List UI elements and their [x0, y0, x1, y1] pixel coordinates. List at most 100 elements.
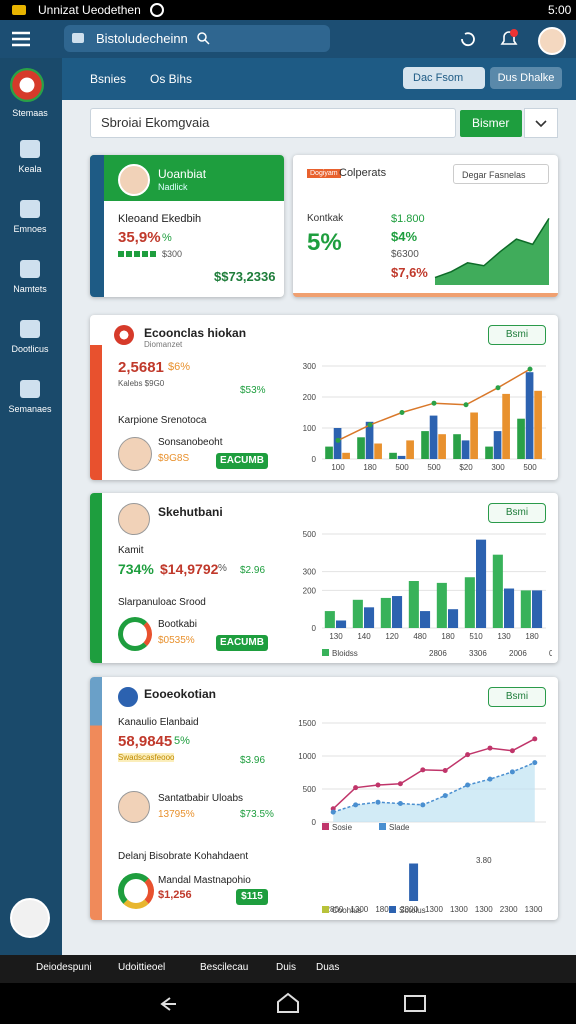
point: [420, 767, 426, 773]
status-app: Unnizat Ueodethen: [38, 3, 141, 17]
bar: [429, 415, 438, 459]
donut-title: Mandal Mastnapohio: [158, 875, 251, 886]
label: Kontkak: [307, 213, 344, 224]
line-chart: 0 500 1000 1500 Sosie Slade: [298, 719, 546, 832]
avatar: [118, 437, 152, 471]
point: [397, 801, 403, 807]
taskbar-item[interactable]: Deiodespuni: [36, 962, 92, 973]
sidebar-item[interactable]: Stemaas: [12, 108, 48, 118]
user-avatar[interactable]: [538, 27, 566, 55]
bar: [365, 421, 374, 459]
x-tick-label: 500: [523, 463, 537, 472]
button[interactable]: Bsmi: [488, 503, 546, 523]
bar: [438, 434, 446, 459]
bar: [397, 455, 406, 459]
point: [397, 781, 403, 787]
y-tick-label: 0: [312, 818, 317, 827]
profile-avatar[interactable]: [10, 898, 50, 938]
x-tick-label: 500: [395, 463, 409, 472]
avatar: [118, 164, 150, 196]
bar: [517, 418, 525, 459]
stat: $7,6%: [391, 265, 428, 280]
card-title: Skehutbani: [158, 505, 223, 519]
search-input[interactable]: Sbroiai Ekomgvaia: [90, 108, 456, 138]
point: [487, 776, 493, 782]
label: Kleoand Ekedbih: [118, 213, 202, 225]
dropdown[interactable]: Degar Fasnelas: [453, 164, 549, 184]
button[interactable]: Bsmi: [488, 325, 546, 345]
taskbar-item[interactable]: Udoittieoel: [118, 962, 166, 973]
sidebar-item[interactable]: Dootlicus: [11, 344, 49, 354]
line: [332, 738, 536, 810]
nav-icons[interactable]: [140, 990, 440, 1018]
sidebar-logo: [10, 68, 44, 102]
taskbar-item[interactable]: Duas: [316, 962, 340, 973]
point: [487, 745, 493, 751]
note: Swadscasfeooo: [118, 753, 175, 762]
note: $300: [162, 249, 183, 259]
dropdown[interactable]: [524, 108, 558, 138]
avatar: [118, 503, 150, 535]
card: Eooeokotian Bsmi Kanaulio Elanbaid 58,98…: [90, 677, 558, 920]
sidebar-item[interactable]: Semanaes: [8, 404, 52, 414]
sidebar-item[interactable]: Namtets: [13, 284, 47, 294]
x-tick-label: 130: [497, 632, 511, 641]
action-button[interactable]: EACUMB: [216, 453, 268, 469]
action-button[interactable]: EACUMB: [216, 635, 268, 651]
badge: Dogiyam: [307, 169, 341, 178]
bar: [342, 452, 350, 459]
bar: [476, 539, 487, 628]
point: [375, 782, 381, 788]
taskbar: [0, 955, 576, 983]
search-icon[interactable]: [196, 31, 210, 45]
taskbar-item[interactable]: Bescilecau: [200, 962, 249, 973]
avatar: [118, 791, 150, 823]
menu-icon[interactable]: [10, 30, 32, 48]
notification-icon[interactable]: [498, 28, 520, 50]
sidebar-item[interactable]: Emnoes: [13, 224, 47, 234]
legend-label: Bloidss: [332, 649, 358, 658]
x-tick-label: 2800: [326, 905, 344, 914]
x-tick-label: 130: [329, 632, 343, 641]
label: Kamit: [118, 545, 144, 556]
button[interactable]: Dus Dhalke: [490, 67, 562, 89]
search-text: Bistoludecheinn: [96, 31, 188, 46]
legend-label: Sosie: [332, 823, 353, 832]
bar: [420, 611, 431, 628]
card-title: Ecoonclas hiokan: [144, 326, 247, 340]
refresh-icon[interactable]: [458, 30, 478, 48]
button[interactable]: Dac Fsom: [403, 67, 485, 89]
button[interactable]: Bsmi: [488, 687, 546, 707]
x-tick-label: $20: [459, 463, 473, 472]
chip[interactable]: $115: [236, 889, 268, 905]
change: $6%: [168, 361, 191, 373]
point: [367, 422, 373, 428]
metric: $2.96: [240, 565, 266, 576]
sidebar-icon: [20, 320, 40, 338]
y-tick-label: 200: [303, 586, 317, 595]
bar: [380, 597, 391, 628]
tab[interactable]: Os Bihs: [150, 72, 193, 86]
search-tag: [72, 33, 84, 43]
bar: [534, 390, 542, 459]
value: 58,9845: [118, 733, 173, 750]
stat: $1.800: [391, 213, 425, 225]
small: Kalebs $9G0: [118, 379, 165, 388]
search-button[interactable]: Bismer: [460, 110, 522, 137]
bar: [333, 428, 342, 459]
bar: [504, 588, 515, 628]
sidebar-item[interactable]: Keala: [18, 164, 42, 174]
search-bar[interactable]: [64, 25, 330, 52]
point: [335, 437, 341, 443]
bar-chart: 2800 1300 1800 2800 1300 1300 1300 2300 1300Cooh…: [322, 856, 543, 915]
change: 5%: [174, 735, 190, 747]
bar: [448, 609, 459, 628]
donut: [118, 617, 152, 651]
bar: [436, 582, 447, 628]
taskbar-item[interactable]: Duis: [276, 962, 297, 973]
amount: $9G8S: [158, 453, 190, 464]
donut: [118, 873, 154, 909]
tab[interactable]: Bsnies: [90, 72, 127, 86]
area-chart: [434, 218, 550, 285]
x-tick-label: 1300: [350, 905, 368, 914]
